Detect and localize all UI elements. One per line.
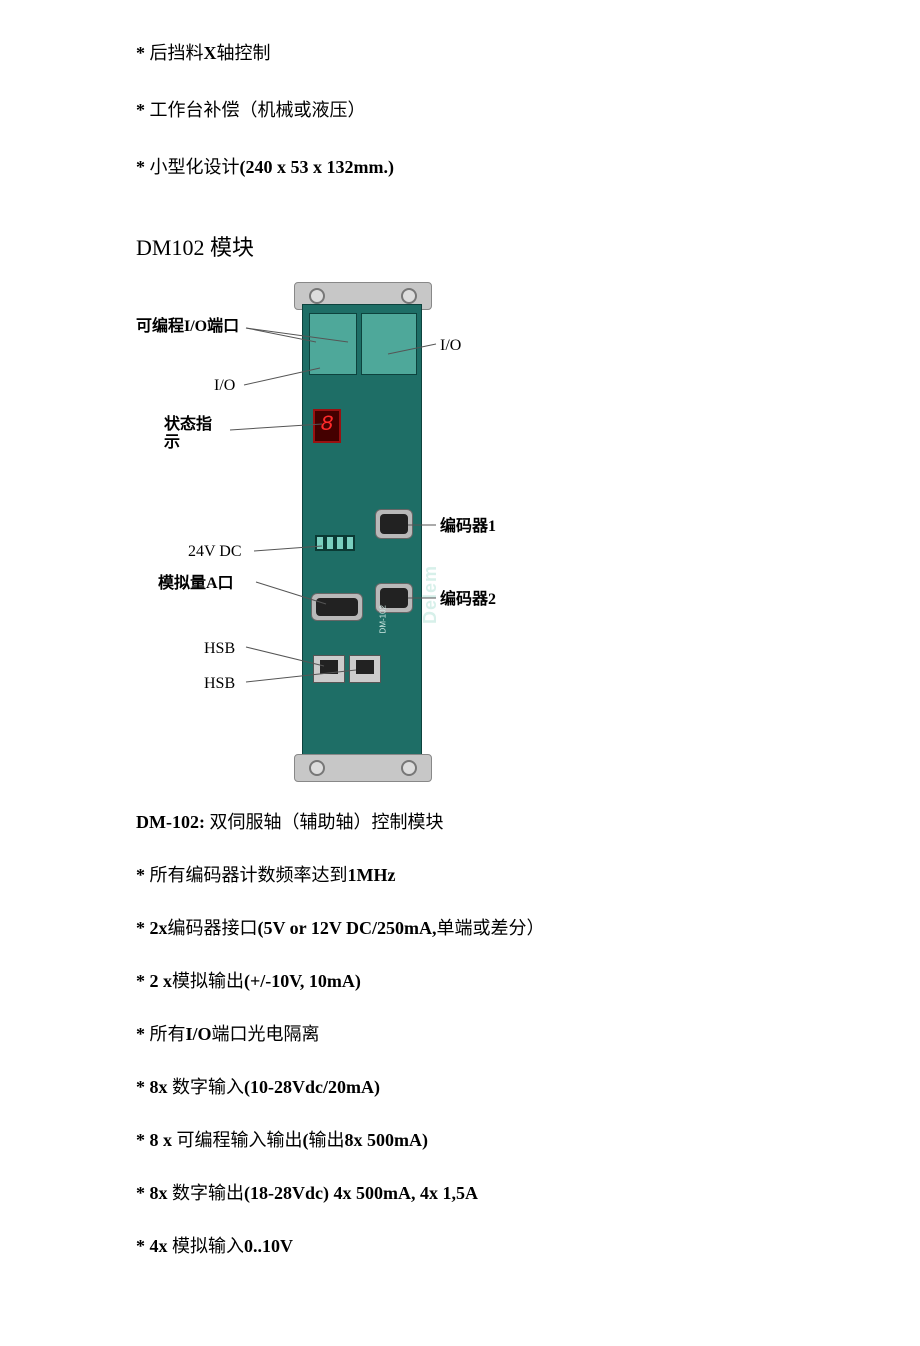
description-block: DM-102: 双伺服轴（辅助轴）控制模块 * 所有编码器计数频率达到1MHz*… — [136, 809, 784, 1260]
text: 小型化设计 — [145, 157, 240, 177]
marker-bold: * — [136, 865, 145, 885]
marker: * — [136, 157, 145, 177]
label-io-left: I/O — [214, 374, 235, 398]
text: 轴控制 — [217, 43, 271, 63]
desc-line: * 8x 数字输入(10-28Vdc/20mA) — [136, 1074, 784, 1101]
bold: (5V or 12V DC/250mA, — [258, 918, 437, 938]
label-analog: 模拟量A口 — [158, 572, 234, 596]
bold: (10-28Vdc/20mA) — [244, 1077, 380, 1097]
text: 可编程输入输出 — [172, 1130, 303, 1150]
bullet-3: * 小型化设计(240 x 53 x 132mm.) — [136, 154, 784, 181]
text: 单端或差分） — [437, 918, 545, 938]
text: 数字输入 — [168, 1077, 245, 1097]
text: 模拟输出 — [172, 971, 244, 991]
section-title: DM102 模块 — [136, 231, 784, 264]
marker-bold: * 2x — [136, 918, 168, 938]
bullet-2: * 工作台补偿（机械或液压） — [136, 97, 784, 124]
label-hsb1: HSB — [204, 637, 235, 661]
marker-bold: * 2 x — [136, 971, 172, 991]
model-label: DM-102 — [377, 605, 389, 633]
desc-line: * 4x 模拟输入0..10V — [136, 1233, 784, 1260]
dip-switches — [315, 535, 355, 551]
lead-rest: 双伺服轴（辅助轴）控制模块 — [205, 812, 444, 832]
bold: (240 x 53 x 132mm.) — [240, 157, 394, 177]
hsb-port-2 — [349, 655, 381, 683]
marker-bold: * 8x — [136, 1077, 168, 1097]
marker: * — [136, 43, 145, 63]
text: 所有 — [145, 1024, 186, 1044]
label-io-right: I/O — [440, 334, 461, 358]
seven-segment-display: 8 — [313, 409, 341, 443]
pcb-board: 8 Delem DM-102 — [302, 304, 422, 760]
label-status: 状态指 示 — [164, 416, 212, 453]
text: 所有编码器计数频率达到 — [145, 865, 348, 885]
terminal-block-1 — [309, 313, 357, 375]
text: 端口光电隔离 — [212, 1024, 320, 1044]
lead-bold: DM-102: — [136, 812, 205, 832]
marker: * — [136, 100, 145, 120]
text: 工作台补偿（机械或液压） — [145, 100, 366, 120]
marker-bold: * 8x — [136, 1183, 168, 1203]
mount-bracket-bottom — [294, 754, 432, 782]
terminal-block-2 — [361, 313, 417, 375]
desc-line: * 所有I/O端口光电隔离 — [136, 1021, 784, 1048]
desc-line: * 2 x模拟输出(+/-10V, 10mA) — [136, 968, 784, 995]
analog-port — [311, 593, 363, 621]
label-24v: 24V DC — [188, 540, 242, 564]
desc-line: * 2x编码器接口(5V or 12V DC/250mA,单端或差分） — [136, 915, 784, 942]
bold: 0..10V — [244, 1236, 293, 1256]
marker-bold: * 8 x — [136, 1130, 172, 1150]
module-figure: 8 Delem DM-102 可编程I/O端口 I/O I/O 状态指 示 24… — [136, 282, 496, 787]
text: 输出 — [309, 1130, 345, 1150]
label-hsb2: HSB — [204, 672, 235, 696]
bold: 8x 500mA) — [345, 1130, 429, 1150]
label-prog-io: 可编程I/O端口 — [136, 315, 239, 339]
desc-line: * 所有编码器计数频率达到1MHz — [136, 862, 784, 889]
bold: (18-28Vdc) 4x 500mA, 4x 1,5A — [244, 1183, 478, 1203]
text: 数字输出 — [168, 1183, 245, 1203]
bold: 1MHz — [348, 865, 396, 885]
bold: I/O — [186, 1024, 212, 1044]
device-illustration: 8 Delem DM-102 — [302, 282, 422, 782]
encoder-port-1 — [375, 509, 413, 539]
desc-line: * 8 x 可编程输入输出(输出8x 500mA) — [136, 1127, 784, 1154]
hsb-port-1 — [313, 655, 345, 683]
marker-bold: * — [136, 1024, 145, 1044]
text: 模拟输入 — [168, 1236, 245, 1256]
bold: X — [204, 43, 217, 63]
label-enc2: 编码器2 — [440, 588, 496, 612]
label-enc1: 编码器1 — [440, 515, 496, 539]
bullet-1: * 后挡料X轴控制 — [136, 40, 784, 67]
marker-bold: * 4x — [136, 1236, 168, 1256]
desc-line: * 8x 数字输出(18-28Vdc) 4x 500mA, 4x 1,5A — [136, 1180, 784, 1207]
text: 后挡料 — [145, 43, 204, 63]
desc-lead: DM-102: 双伺服轴（辅助轴）控制模块 — [136, 809, 784, 836]
bold: (+/-10V, 10mA) — [244, 971, 361, 991]
text: 编码器接口 — [168, 918, 258, 938]
